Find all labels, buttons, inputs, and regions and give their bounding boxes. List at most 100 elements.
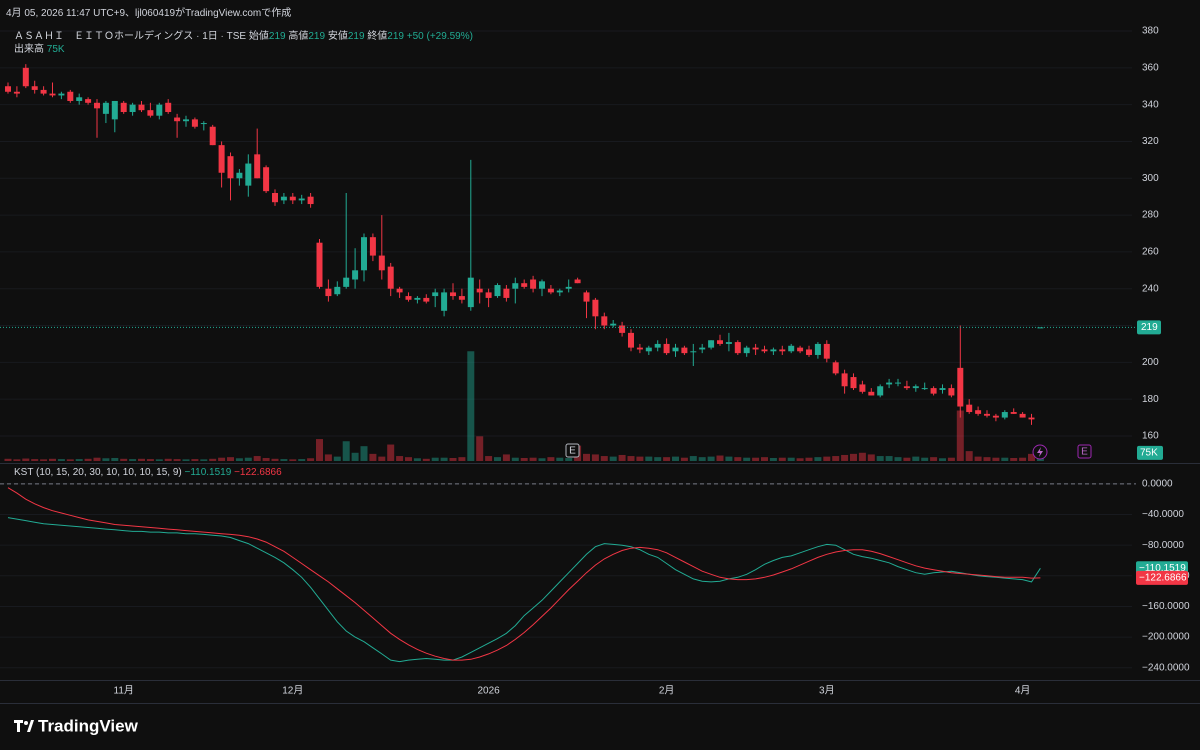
candle-body xyxy=(752,347,759,350)
volume-bar xyxy=(618,454,626,461)
volume-bar xyxy=(191,459,199,461)
kst-line xyxy=(7,487,1041,661)
volume-bar xyxy=(689,456,697,461)
volume-bar xyxy=(939,458,946,461)
candle-body xyxy=(263,167,270,192)
candle-body xyxy=(378,255,385,271)
volume-bar xyxy=(227,457,234,461)
candle-body xyxy=(467,277,474,308)
candle-body xyxy=(690,351,697,353)
volume-bar xyxy=(413,458,421,461)
volume-bar xyxy=(912,456,920,461)
volume-bar xyxy=(520,457,528,461)
candle-body xyxy=(441,292,448,311)
candle-body xyxy=(895,382,901,384)
candle-body xyxy=(49,93,56,96)
volume-bar xyxy=(1001,457,1009,461)
candle-body xyxy=(512,283,519,289)
y-tick-label: 300 xyxy=(1142,173,1159,184)
candle-body xyxy=(209,126,216,146)
volume-bar xyxy=(511,457,519,461)
earnings-marker xyxy=(1077,444,1092,459)
candle-body xyxy=(814,343,821,355)
volume-bar xyxy=(965,451,973,461)
candle-body xyxy=(699,347,706,350)
candle-body xyxy=(619,325,626,333)
ohlc-label: 終値 xyxy=(367,31,388,42)
dividend-icon xyxy=(1037,447,1043,457)
candle-body xyxy=(966,404,973,413)
candle-body xyxy=(458,296,465,300)
volume-bar xyxy=(22,458,30,461)
ohlc-label: 始値 xyxy=(248,31,269,42)
candle-body xyxy=(984,413,990,416)
candle-body xyxy=(610,323,617,326)
volume-bar xyxy=(1010,457,1018,461)
ohlc-value: 219 xyxy=(308,31,326,42)
volume-bar xyxy=(298,459,306,461)
volume-bar xyxy=(129,459,137,461)
y-tick-label: −80.0000 xyxy=(1142,540,1184,551)
volume-bar xyxy=(529,457,537,461)
candle-body xyxy=(547,288,554,293)
volume-bar xyxy=(164,458,172,461)
volume-bar xyxy=(57,459,65,461)
snapshot-caption: 4月 05, 2026 11:47 UTC+9、ljl060419がTradin… xyxy=(6,8,292,19)
volume-bar xyxy=(583,453,590,461)
ohlc-value: 219 xyxy=(347,31,365,42)
y-tick-label: 320 xyxy=(1142,136,1159,147)
candle-body xyxy=(272,192,278,203)
volume-bar xyxy=(244,457,252,461)
candle-body xyxy=(886,382,893,385)
candle-body xyxy=(245,163,252,186)
volume-bar xyxy=(387,444,395,461)
candle-body xyxy=(289,196,296,201)
y-tick-label: −40.0000 xyxy=(1142,509,1184,520)
last-value-label: −110.1519 xyxy=(1139,563,1186,574)
y-tick-label: 280 xyxy=(1142,210,1159,221)
volume-bar xyxy=(867,454,875,461)
candle-body xyxy=(414,297,421,300)
x-tick-label: 3月 xyxy=(819,685,835,697)
candle-body xyxy=(200,123,207,125)
candle-body xyxy=(494,285,501,297)
candle-body xyxy=(361,237,367,271)
candle-body xyxy=(921,388,928,390)
candle-body xyxy=(485,292,492,298)
volume-bar xyxy=(858,452,866,461)
logo-icon xyxy=(14,720,34,732)
volume-bar xyxy=(49,458,56,461)
volume-bar xyxy=(734,457,742,461)
volume-bar xyxy=(351,452,359,461)
volume-bar xyxy=(494,457,501,461)
volume-bar xyxy=(431,457,439,461)
volume-bar xyxy=(485,456,493,461)
volume-bar xyxy=(663,457,671,461)
last-value-label: −122.6866 xyxy=(1139,572,1187,583)
candle-body xyxy=(432,292,439,297)
volume-bar xyxy=(235,458,243,461)
volume-bar xyxy=(752,457,760,461)
ohlc-label: 安値 xyxy=(327,31,348,42)
candle-body xyxy=(111,100,118,120)
volume-bar xyxy=(547,457,555,461)
volume-bar xyxy=(725,456,733,461)
candle-body xyxy=(654,343,661,348)
volume-bar xyxy=(627,456,635,461)
volume-bar xyxy=(636,456,644,461)
kst-legend: KST (10, 15, 20, 30, 10, 10, 10, 15, 9) … xyxy=(14,467,282,478)
volume-bar xyxy=(974,456,982,461)
volume-bar xyxy=(796,458,804,461)
volume-bar xyxy=(814,457,822,461)
volume-bar xyxy=(769,457,777,461)
volume-bar xyxy=(921,457,929,461)
candle-body xyxy=(1001,412,1008,418)
last-price-box xyxy=(1137,320,1161,335)
volume-value: 75K xyxy=(46,44,65,55)
candle-body xyxy=(574,279,581,284)
candle-body xyxy=(992,415,999,418)
volume-axis-label: 75K xyxy=(1140,448,1158,459)
candle-body xyxy=(174,117,181,122)
candle-body xyxy=(761,349,768,352)
